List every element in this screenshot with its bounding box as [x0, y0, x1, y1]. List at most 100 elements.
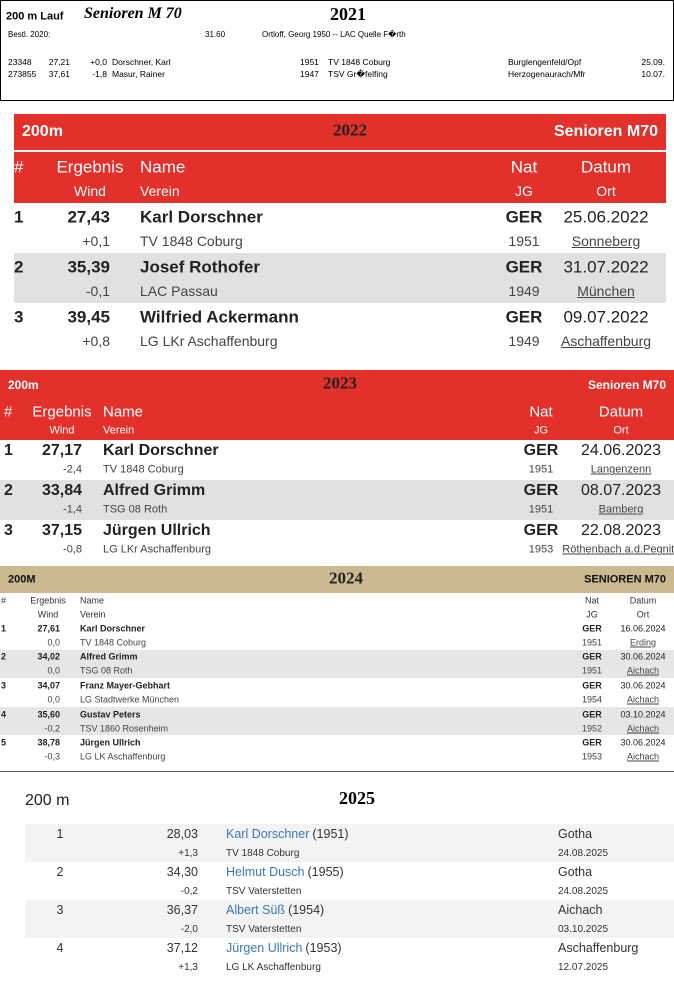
column-subheader: Wind: [74, 183, 106, 200]
birth-year: 1951: [581, 637, 603, 648]
result: 27,43: [67, 207, 110, 226]
wind: -0,2: [44, 723, 60, 734]
rank: 1: [14, 207, 24, 226]
wind: -0,8: [63, 543, 82, 556]
venue: Gotha: [558, 864, 593, 879]
date: 09.07.2022: [563, 307, 649, 326]
club: LAC Passau: [140, 283, 218, 299]
table-header: [0, 400, 674, 440]
athlete-name[interactable]: Karl Dorschner: [226, 826, 310, 841]
date: 30.06.2024: [620, 737, 666, 748]
row-cell: -1,8: [92, 68, 107, 79]
column-header: #: [14, 157, 24, 177]
table-row: [14, 203, 666, 253]
row-cell: 37,61: [48, 68, 70, 79]
table-header: [0, 593, 674, 622]
birth-year: (1951): [312, 826, 349, 841]
club: TSG 08 Roth: [103, 503, 168, 516]
venue[interactable]: Bamberg: [598, 503, 644, 516]
table-row: [0, 621, 674, 650]
result: 37,15: [41, 521, 82, 539]
birth-year: 1954: [581, 694, 603, 705]
best-label: Bestl. 2020:: [8, 30, 51, 39]
table-row: [25, 900, 674, 938]
venue[interactable]: Langenzenn: [590, 463, 652, 476]
athlete-name[interactable]: Jürgen Ullrich: [226, 940, 303, 955]
birth-year: (1953): [305, 940, 342, 955]
category-title: Senioren M70: [553, 123, 658, 140]
year-title: 2025: [339, 788, 375, 808]
event-title: 200m: [8, 378, 39, 392]
column-header: Nat: [584, 595, 600, 606]
venue: Aichach: [558, 902, 603, 917]
rank: 3: [14, 307, 24, 326]
table-row: [25, 938, 674, 976]
nation: GER: [523, 441, 559, 459]
date: 24.06.2023: [580, 441, 662, 459]
athlete-name: Karl Dorschner: [103, 441, 219, 459]
title-bar: [14, 114, 666, 150]
column-header: Datum: [580, 157, 632, 177]
venue[interactable]: Erding: [629, 637, 657, 648]
club: TV 1848 Coburg: [226, 848, 300, 859]
venue[interactable]: Aichach: [626, 751, 660, 762]
athlete-name[interactable]: Albert Süß: [226, 902, 286, 917]
venue[interactable]: Sonneberg: [571, 233, 641, 249]
venue: Aschaffenburg: [558, 940, 639, 955]
athlete-name[interactable]: Helmut Dusch: [226, 864, 305, 879]
venue[interactable]: München: [577, 283, 635, 299]
athlete-name: Alfred Grimm: [80, 651, 138, 662]
row-cell: 23348: [8, 56, 32, 67]
year-title: 2021: [330, 4, 366, 24]
date: 22.08.2023: [580, 521, 662, 539]
birth-year: 1949: [508, 333, 540, 349]
venue[interactable]: Aichach: [626, 723, 660, 734]
row-cell: 273855: [8, 68, 37, 79]
rank: 2: [14, 257, 24, 276]
wind: +1,3: [178, 962, 198, 973]
club: LG Stadtwerke München: [80, 694, 180, 705]
nation: GER: [582, 737, 602, 748]
section-2021: [0, 0, 674, 101]
column-subheader: Wind: [49, 424, 75, 437]
rank: 1: [1, 623, 7, 634]
nation: GER: [582, 623, 602, 634]
venue[interactable]: Aichach: [626, 694, 660, 705]
row-cell: Herzogenaurach/Mfr: [508, 68, 586, 79]
rank: 3: [56, 902, 64, 917]
wind: -0,2: [180, 886, 198, 897]
column-header: Nat: [529, 403, 553, 421]
row-cell: TSV Gr�felfing: [328, 68, 388, 79]
venue[interactable]: Aschaffenburg: [560, 333, 652, 349]
column-header: Ergebnis: [30, 595, 66, 606]
nation: GER: [523, 481, 559, 499]
nation: GER: [505, 307, 543, 326]
rank: 2: [4, 481, 13, 499]
wind: 0,0: [47, 637, 60, 648]
athlete-name: Alfred Grimm: [103, 481, 206, 499]
column-header: Nat: [510, 157, 538, 177]
venue[interactable]: Röthenbach a.d.Pegnitz: [562, 543, 674, 556]
wind: +1,3: [178, 848, 198, 859]
venue[interactable]: Aichach: [626, 665, 660, 676]
club: TSV Vaterstetten: [226, 886, 302, 897]
category-title: SENIOREN M70: [584, 573, 666, 585]
result: 39,45: [67, 307, 110, 326]
table-row: [0, 678, 674, 707]
birth-year: (1954): [288, 902, 325, 917]
table-bottom-rule: [0, 771, 674, 772]
column-header: Ergebnis: [56, 157, 124, 177]
date: 03.10.2024: [620, 709, 666, 720]
date: 24.08.2025: [558, 886, 609, 897]
rank: 4: [1, 709, 7, 720]
rank: 1: [56, 826, 64, 841]
athlete-name: Karl Dorschner: [140, 207, 263, 226]
nation: GER: [582, 651, 602, 662]
row-cell: 1951: [300, 56, 319, 67]
result: 35,60: [37, 709, 60, 720]
result: 27,17: [41, 441, 82, 459]
column-subheader: Ort: [613, 424, 629, 437]
row-cell: Burglengenfeld/Opf: [508, 56, 582, 67]
club: LG LKr Aschaffenburg: [103, 543, 212, 556]
year-title: 2024: [329, 568, 363, 587]
